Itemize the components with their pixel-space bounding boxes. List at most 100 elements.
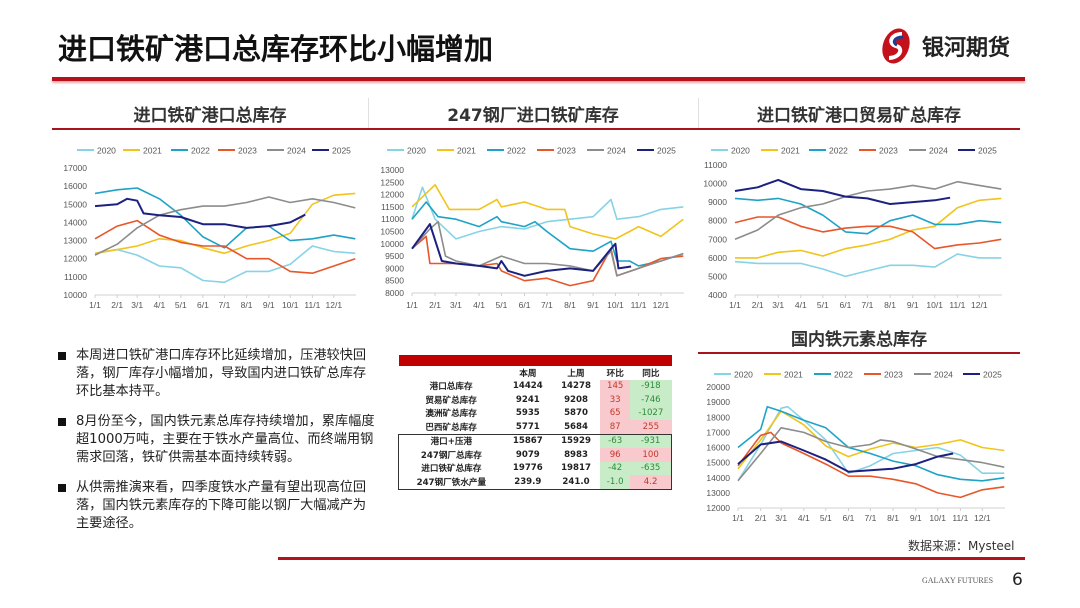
table-row: 247钢厂总库存 9079 8983 96 100 <box>397 448 673 462</box>
table-cell: 255 <box>630 420 672 435</box>
y-tick-label: 4000 <box>708 290 727 300</box>
y-tick-label: 12500 <box>380 177 404 187</box>
y-tick-label: 9500 <box>385 251 404 261</box>
legend-label-2020: 2020 <box>97 146 116 156</box>
x-tick-label: 9/1 <box>263 300 275 310</box>
legend-label-2021: 2021 <box>457 146 476 156</box>
chart-port-total-inventory: 2020 2021 2022 2023 2024 2025 10000 11000 12000 1… <box>63 146 356 310</box>
x-tick-label: 10/1 <box>929 513 946 523</box>
table-row: 港口+压港 15867 15929 -63 -931 <box>397 433 673 448</box>
row-label: 进口铁矿总库存 <box>397 461 504 475</box>
legend-label-2023: 2023 <box>879 146 898 156</box>
bullet-item: 8月份至今，国内铁元素总库存持续增加，累库幅度超1000万吨，主要在于铁水产量高… <box>58 413 378 467</box>
legend-label-2022: 2022 <box>829 146 848 156</box>
table-cell: 100 <box>630 448 673 462</box>
legend-label-2021: 2021 <box>784 370 803 380</box>
bullet-item: 从供需推演来看，四季度铁水产量有望出现高位回落，国内铁元素库存的下降可能以钢厂大… <box>58 479 378 533</box>
series-line-2025 <box>737 440 954 473</box>
table-cell: 19817 <box>561 463 591 474</box>
x-tick-label: 7/1 <box>541 300 553 310</box>
table-cell: 19776 <box>512 463 543 474</box>
legend-label-2025: 2025 <box>657 146 676 156</box>
y-tick-label: 10500 <box>380 227 404 237</box>
x-tick-label: 5/1 <box>820 513 832 523</box>
table-cell: -635 <box>630 461 673 475</box>
table-cell: -1027 <box>630 406 672 420</box>
x-tick-label: 10/1 <box>926 300 943 310</box>
table-cell: -42 <box>600 461 631 475</box>
x-tick-label: 4/1 <box>795 300 807 310</box>
x-tick-label: 4/1 <box>798 513 810 523</box>
table-cell: 4.2 <box>630 475 673 490</box>
y-tick-label: 9000 <box>385 263 404 273</box>
series-line-2020 <box>411 186 684 240</box>
legend-label-2024: 2024 <box>607 146 626 156</box>
table-cell: 5771 <box>503 420 552 435</box>
series-line-2020 <box>734 253 1002 278</box>
x-tick-label: 3/1 <box>775 513 787 523</box>
brand-logo: 银河期货 <box>876 26 1010 66</box>
table-cell: -918 <box>630 379 672 393</box>
x-tick-label: 6/1 <box>197 300 209 310</box>
table-row: 港口总库存 14424 14278 145 -918 <box>399 379 672 393</box>
table-row: 247钢厂铁水产量 239.9 241.0 -1.0 4.2 <box>397 475 673 490</box>
x-tick-label: 8/1 <box>884 300 896 310</box>
y-tick-label: 10000 <box>380 239 404 249</box>
y-tick-label: 11000 <box>704 160 727 170</box>
x-tick-label: 8/1 <box>887 513 899 523</box>
table-cell: 65 <box>600 406 631 420</box>
footer-brand: GALAXY FUTURES <box>922 576 994 585</box>
series-line-2021 <box>94 192 356 255</box>
y-tick-label: 8000 <box>708 216 727 226</box>
page-title: 进口铁矿港口总库存环比小幅增加 <box>58 32 494 66</box>
y-tick-label: 5000 <box>708 271 727 281</box>
x-tick-label: 10/1 <box>607 300 624 310</box>
table-cell: 87 <box>600 420 631 435</box>
x-tick-label: 11/1 <box>952 513 968 523</box>
y-tick-label: 14000 <box>63 217 87 227</box>
table-cell: 33 <box>600 393 631 407</box>
series-line-2024 <box>737 427 1005 482</box>
series-line-2024 <box>94 196 356 256</box>
y-tick-label: 17000 <box>706 427 730 437</box>
table-cell: 14278 <box>561 381 591 392</box>
y-tick-label: 16000 <box>706 443 730 453</box>
y-tick-label: 11000 <box>381 214 404 224</box>
logo-text: 银河期货 <box>922 36 1011 61</box>
y-tick-label: 12000 <box>63 254 87 264</box>
legend-label-2023: 2023 <box>557 146 576 156</box>
y-tick-label: 11500 <box>381 202 404 212</box>
x-tick-label: 6/1 <box>519 300 531 310</box>
table-cell: 96 <box>600 448 631 462</box>
series-line-2022 <box>737 405 1005 482</box>
y-tick-label: 7000 <box>708 234 727 244</box>
column-header: 同比 <box>642 368 660 379</box>
y-tick-label: 14000 <box>706 473 730 483</box>
series-line-2025 <box>734 178 951 205</box>
x-tick-label: 9/1 <box>587 300 599 310</box>
legend-label-2022: 2022 <box>507 146 526 156</box>
y-tick-label: 12000 <box>380 190 404 200</box>
x-tick-label: 11/1 <box>304 300 320 310</box>
row-label: 港口+压港 <box>397 433 504 448</box>
x-tick-label: 2/1 <box>429 300 441 310</box>
table-cell: 5684 <box>551 420 601 435</box>
legend-label-2024: 2024 <box>287 146 306 156</box>
y-tick-label: 6000 <box>708 253 727 263</box>
x-tick-label: 5/1 <box>496 300 508 310</box>
table-header-bar <box>398 355 672 366</box>
bullet-square-icon <box>58 352 66 360</box>
table-cell: 9241 <box>515 394 540 405</box>
row-label: 247钢厂总库存 <box>397 448 504 462</box>
table-cell: 9079 <box>515 449 540 460</box>
table-cell: 9208 <box>564 394 588 405</box>
table-cell: -746 <box>630 393 672 407</box>
y-tick-label: 11000 <box>64 272 87 282</box>
legend-label-2025: 2025 <box>983 370 1002 380</box>
bullet-text: 本周进口铁矿港口库存环比延续增加，压港较快回落，钢厂库存小幅增加，导致国内进口铁… <box>76 348 367 399</box>
y-tick-label: 13000 <box>380 165 404 175</box>
x-tick-label: 7/1 <box>861 300 873 310</box>
y-tick-label: 12000 <box>706 503 730 513</box>
x-tick-label: 6/1 <box>843 513 855 523</box>
y-tick-label: 17000 <box>63 163 87 173</box>
